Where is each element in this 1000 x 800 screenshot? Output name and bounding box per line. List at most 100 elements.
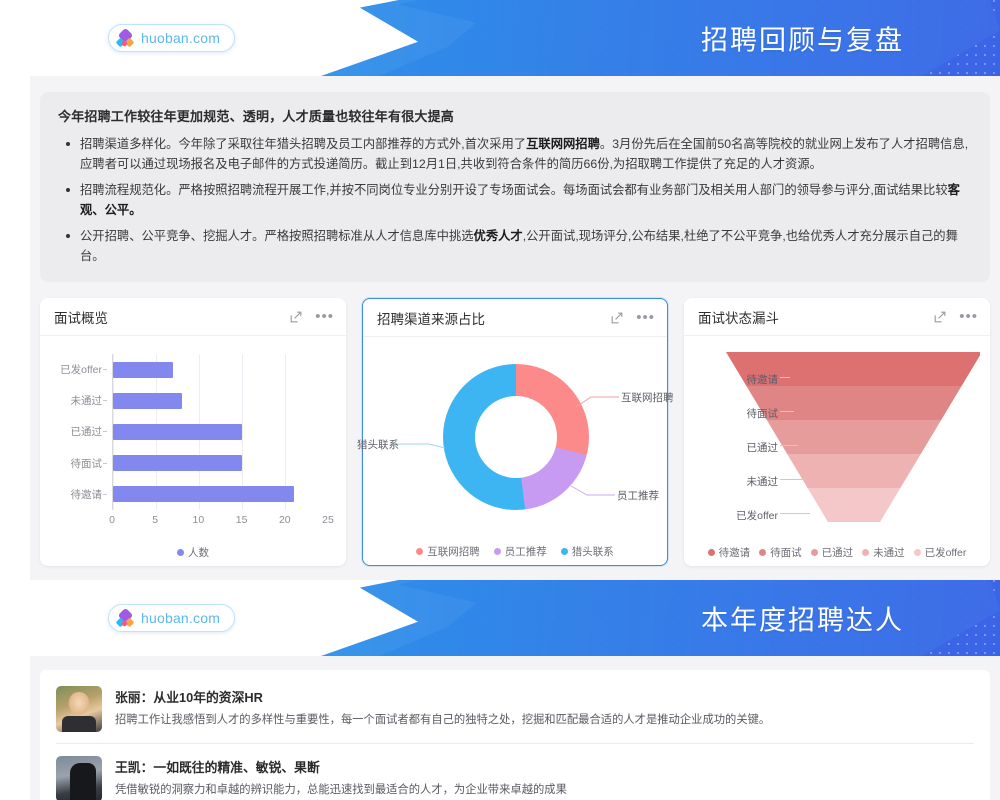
card-title: 招聘渠道来源占比 xyxy=(377,311,485,327)
huoban-diamond-logo-icon xyxy=(115,607,135,627)
expand-icon[interactable] xyxy=(610,311,624,325)
card-header: 面试概览 ••• xyxy=(40,298,346,336)
card-actions: ••• xyxy=(289,307,334,325)
summary-bullet: 招聘渠道多样化。今年除了采取往年猎头招聘及员工内部推荐的方式外,首次采用了互联网… xyxy=(58,134,972,174)
bar-x-tick: 20 xyxy=(278,514,291,526)
legend-item[interactable]: 待邀请 xyxy=(707,545,751,560)
card-actions: ••• xyxy=(933,307,978,325)
brand-logo-top[interactable]: huoban.com xyxy=(108,24,236,52)
legend-item[interactable]: 已发offer xyxy=(913,545,967,560)
bar-x-axis: 0 5 10 15 20 25 xyxy=(109,514,334,530)
card-interview-funnel[interactable]: 面试状态漏斗 ••• 待邀请 待面试 xyxy=(684,298,990,566)
donut-legend: 互联网招聘 员工推荐 猎头联系 xyxy=(363,544,667,559)
card-channel-share[interactable]: 招聘渠道来源占比 ••• xyxy=(357,298,674,566)
card-interview-overview[interactable]: 面试概览 ••• 已发offer 未通过 xyxy=(40,298,346,566)
avatar-photo-man-icon xyxy=(56,756,102,800)
legend-label: 人数 xyxy=(188,547,209,559)
legend-label: 员工推荐 xyxy=(504,546,547,558)
donut-ring xyxy=(443,364,589,510)
banner-bottom: huoban.com 本年度招聘达人 xyxy=(30,580,1000,656)
donut-label: 员工推荐 xyxy=(617,490,659,502)
legend-item[interactable]: 人数 xyxy=(177,545,209,560)
bar-x-tick: 10 xyxy=(192,514,205,526)
funnel-label: 待邀请 xyxy=(746,374,779,386)
legend-label: 互联网招聘 xyxy=(427,546,480,558)
bar-row xyxy=(113,479,328,510)
bar-x-tick: 0 xyxy=(109,514,115,526)
legend-item[interactable]: 互联网招聘 xyxy=(416,544,480,559)
bar-plot-area xyxy=(112,354,328,510)
legend-label: 未通过 xyxy=(873,547,905,559)
funnel-label: 未通过 xyxy=(746,476,779,488)
avatar-photo-woman-icon xyxy=(56,686,102,732)
funnel-label: 已通过 xyxy=(746,442,779,454)
bar-x-tick: 25 xyxy=(322,514,334,526)
bar-y-tick: 待面试 xyxy=(50,448,108,479)
card-header: 招聘渠道来源占比 ••• xyxy=(363,299,667,337)
funnel-legend: 待邀请 待面试 已通过 未通过 xyxy=(684,545,990,560)
bar-y-tick: 待邀请 xyxy=(50,479,108,510)
card-title: 面试状态漏斗 xyxy=(698,310,779,326)
person-name: 张丽：从业10年的资深HR xyxy=(115,690,263,705)
bar-chart: 已发offer 未通过 已通过 待面试 待邀请 xyxy=(50,350,336,532)
legend-item[interactable]: 已通过 xyxy=(810,545,854,560)
person-text: 张丽：从业10年的资深HR 招聘工作让我感悟到人才的多样性与重要性，每一个面试者… xyxy=(115,686,974,729)
brand-name-bottom: huoban.com xyxy=(141,610,221,626)
expand-icon[interactable] xyxy=(933,310,947,324)
more-icon[interactable]: ••• xyxy=(636,308,655,326)
banner-bottom-title: 本年度招聘达人 xyxy=(701,605,904,636)
legend-item[interactable]: 员工推荐 xyxy=(493,544,547,559)
card-header: 面试状态漏斗 ••• xyxy=(684,298,990,336)
legend-label: 已发offer xyxy=(924,547,967,559)
card-title: 面试概览 xyxy=(54,310,108,326)
legend-label: 待邀请 xyxy=(718,547,751,559)
card-actions: ••• xyxy=(610,308,655,326)
chart-row: 面试概览 ••• 已发offer 未通过 xyxy=(40,298,990,566)
page-content: huoban.com 招聘回顾与复盘 今年招聘工作较往年更加规范、透明，人才质量… xyxy=(30,0,1000,800)
list-item[interactable]: 王凯：一如既往的精准、敏锐、果断 凭借敏锐的洞察力和卓越的辨识能力，总能迅速找到… xyxy=(56,744,974,800)
more-icon[interactable]: ••• xyxy=(315,307,334,325)
more-icon[interactable]: ••• xyxy=(959,307,978,325)
bar-x-tick: 15 xyxy=(235,514,248,526)
bar-row xyxy=(113,416,328,447)
brand-logo-bottom[interactable]: huoban.com xyxy=(108,604,236,632)
card-body: 待邀请 待面试 已通过 未通过 已发offer xyxy=(684,336,990,566)
summary-bullet-list: 招聘渠道多样化。今年除了采取往年猎头招聘及员工内部推荐的方式外,首次采用了互联网… xyxy=(58,134,972,266)
funnel-label: 待面试 xyxy=(746,408,779,420)
bar-row xyxy=(113,385,328,416)
person-text: 王凯：一如既往的精准、敏锐、果断 凭借敏锐的洞察力和卓越的辨识能力，总能迅速找到… xyxy=(115,756,974,799)
donut-label: 猎头联系 xyxy=(357,439,399,451)
bar-row xyxy=(113,354,328,385)
legend-label: 已通过 xyxy=(821,547,854,559)
card-body: 互联网招聘 员工推荐 猎头联系 互联网招聘 员工推荐 xyxy=(357,337,674,565)
expand-icon[interactable] xyxy=(289,310,303,324)
bar-series xyxy=(113,354,328,510)
bar-legend: 人数 xyxy=(40,545,346,560)
bar-row xyxy=(113,448,328,479)
bar-y-tick: 已通过 xyxy=(50,416,108,447)
donut-leader-lines xyxy=(393,396,619,496)
legend-item[interactable]: 未通过 xyxy=(862,545,905,560)
funnel-chart: 待邀请 待面试 已通过 未通过 已发offer xyxy=(694,344,980,534)
person-description: 招聘工作让我感悟到人才的多样性与重要性，每一个面试者都有自己的独特之处，挖掘和匹… xyxy=(115,714,771,726)
brand-name-top: huoban.com xyxy=(141,30,221,46)
person-name: 王凯：一如既往的精准、敏锐、果断 xyxy=(115,760,320,775)
summary-card: 今年招聘工作较往年更加规范、透明，人才质量也较往年有很大提高 招聘渠道多样化。今… xyxy=(40,92,990,282)
legend-item[interactable]: 猎头联系 xyxy=(560,544,614,559)
donut-label: 互联网招聘 xyxy=(621,392,674,404)
huoban-diamond-logo-icon xyxy=(115,27,135,47)
left-gutter xyxy=(0,0,30,800)
summary-bullet: 公开招聘、公平竞争、挖掘人才。严格按照招聘标准从人才信息库中挑选优秀人才,公开面… xyxy=(58,226,972,266)
legend-label: 猎头联系 xyxy=(571,546,614,558)
banner-top-title: 招聘回顾与复盘 xyxy=(701,25,904,56)
legend-item[interactable]: 待面试 xyxy=(759,545,802,560)
banner-top: huoban.com 招聘回顾与复盘 xyxy=(30,0,1000,76)
bar-y-tick: 已发offer xyxy=(50,354,108,385)
summary-bullet: 招聘流程规范化。严格按照招聘流程开展工作,并按不同岗位专业分别开设了专场面试会。… xyxy=(58,180,972,220)
donut-chart: 互联网招聘 员工推荐 猎头联系 xyxy=(357,345,674,535)
funnel-label: 已发offer xyxy=(736,510,778,522)
bar-x-tick: 5 xyxy=(152,514,159,526)
list-item[interactable]: 张丽：从业10年的资深HR 招聘工作让我感悟到人才的多样性与重要性，每一个面试者… xyxy=(56,674,974,744)
bar-y-tick: 未通过 xyxy=(50,385,108,416)
